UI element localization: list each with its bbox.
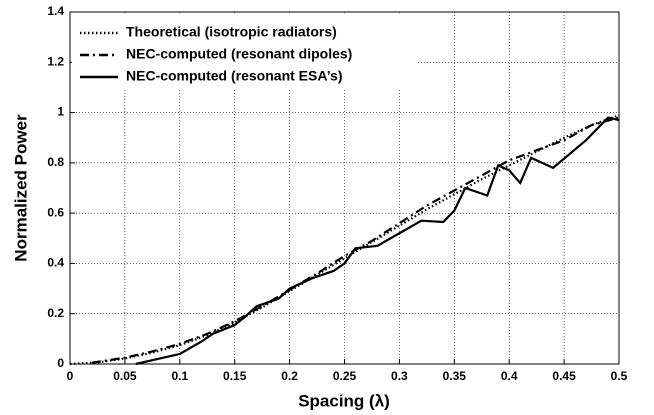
y-tick-label: 0.2: [47, 306, 64, 320]
y-tick-label: 0.8: [47, 155, 64, 169]
legend-label: NEC-computed (resonant dipoles): [126, 46, 352, 62]
x-tick-label: 0.05: [113, 369, 137, 383]
x-tick-label: 0.25: [333, 369, 357, 383]
y-tick-label: 0.4: [47, 256, 64, 270]
x-tick-label: 0.1: [171, 369, 188, 383]
plot-frame: [69, 11, 620, 365]
y-tick-label: 1: [57, 105, 64, 119]
y-tick-label: 1.4: [47, 4, 64, 18]
data-line: [69, 114, 620, 366]
y-tick-label: 0: [57, 356, 64, 370]
legend-label: NEC-computed (resonant ESA’s): [126, 68, 343, 84]
x-tick-label: 0.4: [501, 369, 518, 383]
legend-label: Theoretical (isotropic radiators): [126, 24, 337, 40]
data-line: [135, 116, 620, 366]
y-axis-label: Normalized Power: [11, 114, 30, 262]
x-tick-label: 0.2: [281, 369, 298, 383]
y-tick-label: 1.2: [47, 54, 64, 68]
x-tick-label: 0.5: [611, 369, 628, 383]
legend-box: [72, 14, 417, 90]
x-tick-label: 0: [67, 369, 74, 383]
y-tick-label: 0.6: [47, 205, 64, 219]
x-tick-label: 0.45: [552, 369, 576, 383]
x-axis-label: Spacing (λ): [298, 391, 390, 410]
x-tick-label: 0.35: [443, 369, 467, 383]
x-tick-label: 0.3: [391, 369, 408, 383]
x-tick-label: 0.15: [223, 369, 247, 383]
